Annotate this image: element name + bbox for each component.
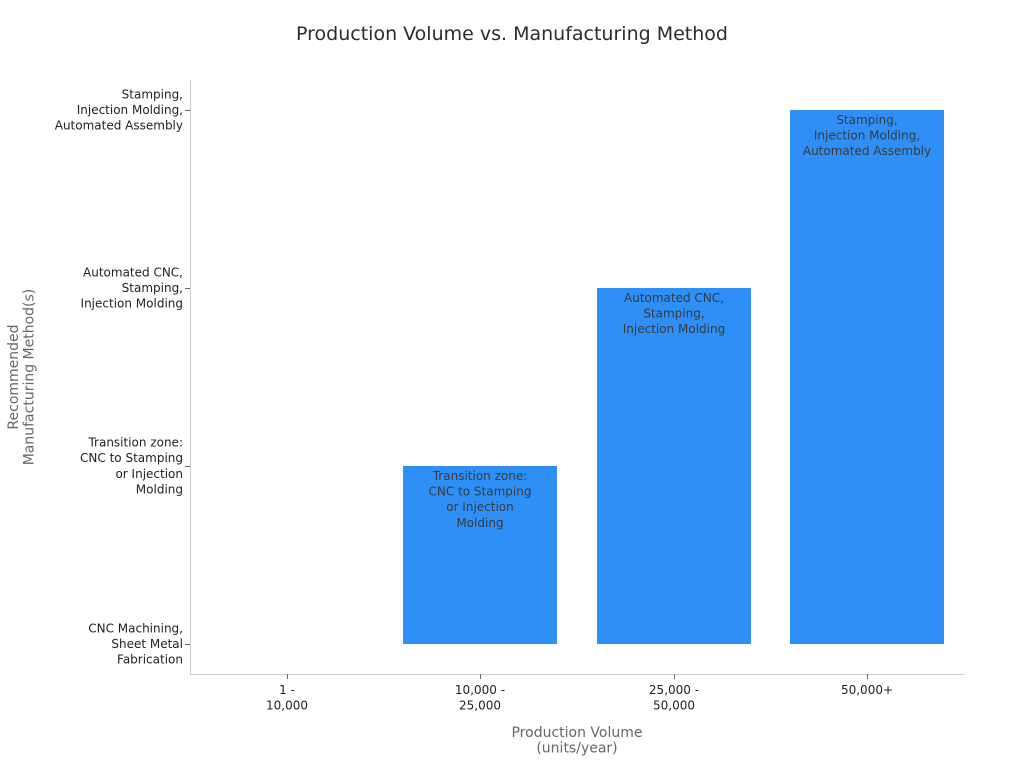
bar-label-1: Transition zone: CNC to Stamping or Inject… [429, 469, 532, 530]
x-ticks-group: 1 -10,000 10,000 -25,000 25,000 -50,000 50,… [266, 674, 893, 713]
x-tick-label-0: 1 -10,000 [266, 683, 308, 713]
chart-title: Production Volume vs. Manufacturing Meth… [296, 23, 728, 45]
x-axis-title-text: Production Volume (units/year) [511, 725, 642, 757]
x-axis-title: Production Volume (units/year) [511, 725, 642, 757]
y-tick-label-2: Automated CNC, Stamping, Injection Molding [81, 265, 183, 310]
bar-3 [790, 110, 944, 644]
y-axis-title: RecommendedManufacturing Method(s) [6, 289, 38, 466]
bar-labels-group: Transition zone: CNC to Stamping or Inject… [429, 113, 932, 530]
y-tick-label-1: Transition zone: CNC to Stamping or Inject… [80, 436, 183, 497]
y-ticks-group: CNC Machining, Sheet Metal Fabrication Tran… [55, 87, 190, 667]
y-axis-title-text: RecommendedManufacturing Method(s) [6, 289, 38, 466]
x-tick-label-1: 10,000 -25,000 [455, 683, 505, 713]
x-tick-label-3: 50,000+ [841, 683, 893, 697]
bar-label-3: Stamping, Injection Molding, Automated Ass… [803, 113, 931, 158]
bar-2 [597, 288, 751, 644]
x-tick-label-2: 25,000 -50,000 [649, 683, 699, 713]
bars-group [403, 110, 944, 644]
y-tick-label-3: Stamping, Injection Molding, Automated Ass… [55, 87, 183, 132]
y-tick-label-0: CNC Machining, Sheet Metal Fabrication [88, 621, 183, 666]
bar-1 [403, 466, 557, 644]
bar-label-2: Automated CNC, Stamping, Injection Molding [623, 291, 725, 336]
